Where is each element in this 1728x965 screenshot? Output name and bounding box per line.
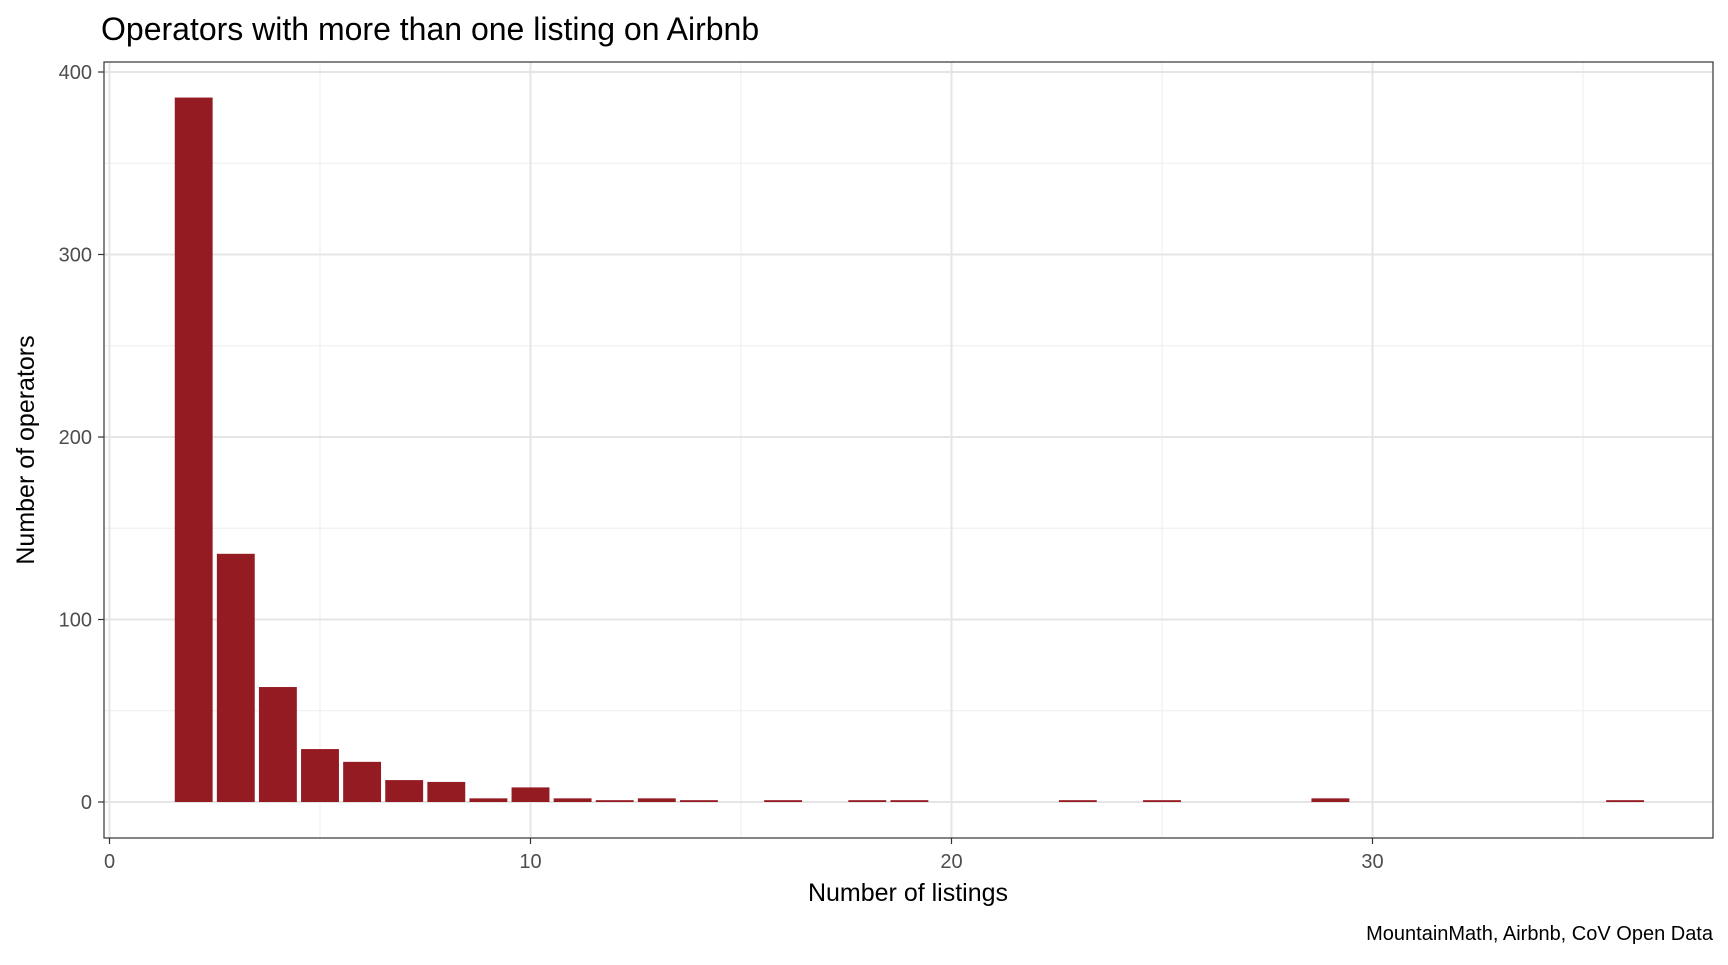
x-tick-label: 10 [519, 851, 541, 873]
bar [1311, 798, 1350, 802]
y-axis: 0 100 200 300 400 [59, 62, 104, 814]
x-tick-label: 0 [104, 851, 115, 873]
bar [848, 800, 887, 802]
panel-border [103, 61, 1714, 839]
bar [1606, 800, 1645, 802]
x-axis: 0 10 20 30 [104, 838, 1384, 873]
y-axis-label: Number of operators [12, 335, 40, 564]
bar [890, 800, 929, 802]
bar [637, 798, 676, 802]
bar [1058, 800, 1097, 802]
chart-title: Operators with more than one listing on … [101, 11, 759, 47]
y-tick-label: 400 [59, 62, 92, 84]
chart-caption: MountainMath, Airbnb, CoV Open Data [1366, 923, 1714, 945]
bar [511, 787, 550, 802]
bar [343, 761, 382, 802]
bar [301, 749, 339, 802]
bar [258, 687, 297, 802]
y-tick-label: 0 [81, 792, 92, 814]
y-tick-label: 300 [59, 245, 92, 267]
bar [553, 798, 592, 802]
bar [174, 97, 213, 803]
grid [104, 62, 1713, 838]
y-tick-label: 100 [59, 610, 92, 632]
x-tick-label: 20 [940, 851, 962, 873]
bar [216, 553, 255, 802]
bar [427, 781, 466, 802]
bar [385, 780, 424, 802]
y-tick-label: 200 [59, 427, 92, 449]
bars [174, 97, 1645, 803]
bar [595, 800, 634, 802]
bar [469, 798, 508, 802]
bar [764, 800, 803, 802]
bar [1143, 800, 1181, 802]
bar [679, 800, 718, 802]
x-axis-label: Number of listings [808, 879, 1008, 907]
x-tick-label: 30 [1361, 851, 1383, 873]
